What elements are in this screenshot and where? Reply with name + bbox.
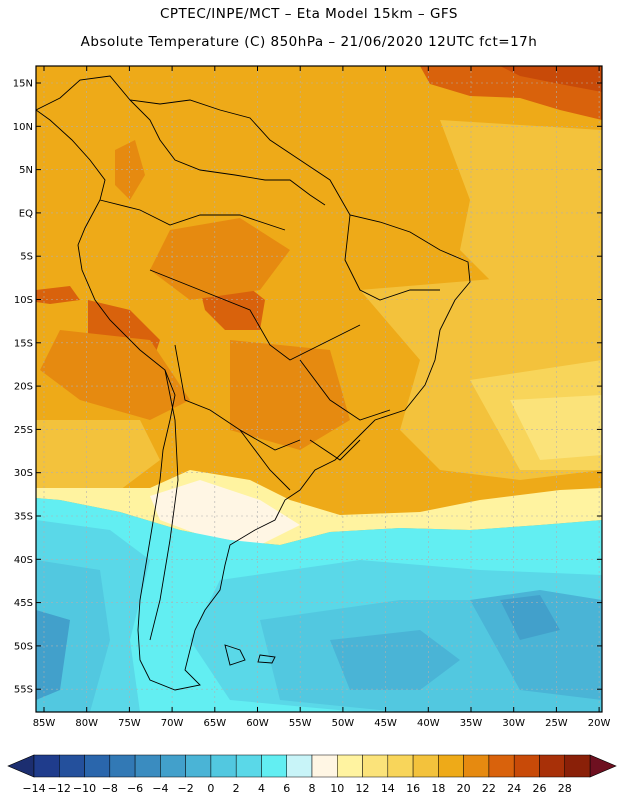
colorbar-label: −10 [73,782,96,795]
colorbar-label: 6 [283,782,290,795]
lon-tick-label: 70W [161,718,184,729]
colorbar-swatch [33,754,60,778]
colorbar-label: −2 [178,782,194,795]
colorbar-label: −8 [102,782,118,795]
lat-tick-label: 5N [19,165,33,176]
colorbar-swatch [185,754,212,778]
colorbar-swatch [488,754,515,778]
colorbar-label: 28 [558,782,572,795]
lat-tick-label: 40S [14,555,33,566]
temperature-field [36,66,602,712]
colorbar-label: 20 [457,782,471,795]
lat-tick-label: 35S [14,512,33,523]
lon-tick-label: 40W [417,718,440,729]
colorbar-low-arrow [7,754,35,778]
colorbar: −14 −12 −10 −8 −6 −4 −2 0 2 4 6 8 10 12 14 16 18 20 22 24 26… [7,754,617,795]
lon-tick-label: 85W [33,718,56,729]
lon-tick-label: 50W [332,718,355,729]
lon-tick-label: 65W [203,718,226,729]
colorbar-high-arrow [589,754,617,778]
graticule [36,66,602,712]
colorbar-swatch [387,754,414,778]
lat-tick-label: EQ [19,208,33,219]
latitude-axis: 15N 10N 5N EQ 5S 10S 15S 20S 25S 30S 35S 40S 45S 50S 5… [13,79,602,696]
lon-tick-label: 35W [460,718,483,729]
colorbar-label: 12 [356,782,370,795]
lon-tick-label: 55W [289,718,312,729]
colorbar-swatch [134,754,161,778]
lat-tick-label: 15S [14,338,33,349]
lon-tick-label: 75W [118,718,141,729]
colorbar-label: 2 [233,782,240,795]
colorbar-label: −12 [48,782,71,795]
coastline-borders [36,75,471,691]
colorbar-label: 26 [532,782,546,795]
colorbar-label: −14 [22,782,45,795]
colorbar-swatch [235,754,262,778]
lon-tick-label: 20W [588,718,611,729]
colorbar-swatch [160,754,186,778]
colorbar-label: 8 [309,782,316,795]
colorbar-swatch [261,754,287,778]
colorbar-label: 0 [207,782,214,795]
colorbar-label: −4 [152,782,168,795]
chart-title-line1: CPTEC/INPE/MCT – Eta Model 15km – GFS [159,6,459,22]
colorbar-swatch [438,754,464,778]
colorbar-swatch [84,754,111,778]
colorbar-label: 22 [482,782,496,795]
colorbar-swatch [463,754,490,778]
lat-tick-label: 10S [14,295,33,306]
lon-tick-label: 45W [374,718,397,729]
lat-tick-label: 20S [14,382,33,393]
colorbar-label: 18 [431,782,445,795]
colorbar-swatch [109,754,136,778]
colorbar-label: 4 [258,782,265,795]
colorbar-swatch [362,754,389,778]
colorbar-swatch [210,754,237,778]
colorbar-swatch [539,754,565,778]
colorbar-label: 14 [381,782,395,795]
lat-tick-label: 50S [14,641,33,652]
lat-tick-label: 30S [14,468,33,479]
lat-tick-label: 25S [14,425,33,436]
colorbar-swatch [564,754,591,778]
longitude-axis: 85W 80W 75W 70W 65W 60W 55W 50W 45W 40W 35W 30W 25W 2… [33,66,611,729]
colorbar-swatch [59,754,85,778]
colorbar-swatch [311,754,338,778]
colorbar-swatch [286,754,313,778]
colorbar-label: 24 [507,782,521,795]
map-frame [35,65,603,713]
colorbar-label: 16 [406,782,420,795]
lat-tick-label: 15N [13,79,33,90]
colorbar-label: 10 [330,782,344,795]
lon-tick-label: 30W [502,718,525,729]
lon-tick-label: 60W [246,718,269,729]
colorbar-swatch [513,754,540,778]
chart-title-line2: Absolute Temperature (C) 850hPa – 21/06/… [80,34,538,50]
lat-tick-label: 55S [14,685,33,696]
lat-tick-label: 45S [14,598,33,609]
lat-tick-label: 5S [20,252,33,263]
colorbar-swatch [412,754,439,778]
colorbar-swatch [337,754,363,778]
lat-tick-label: 10N [13,122,33,133]
lon-tick-label: 25W [545,718,568,729]
colorbar-label: −6 [127,782,143,795]
lon-tick-label: 80W [75,718,98,729]
